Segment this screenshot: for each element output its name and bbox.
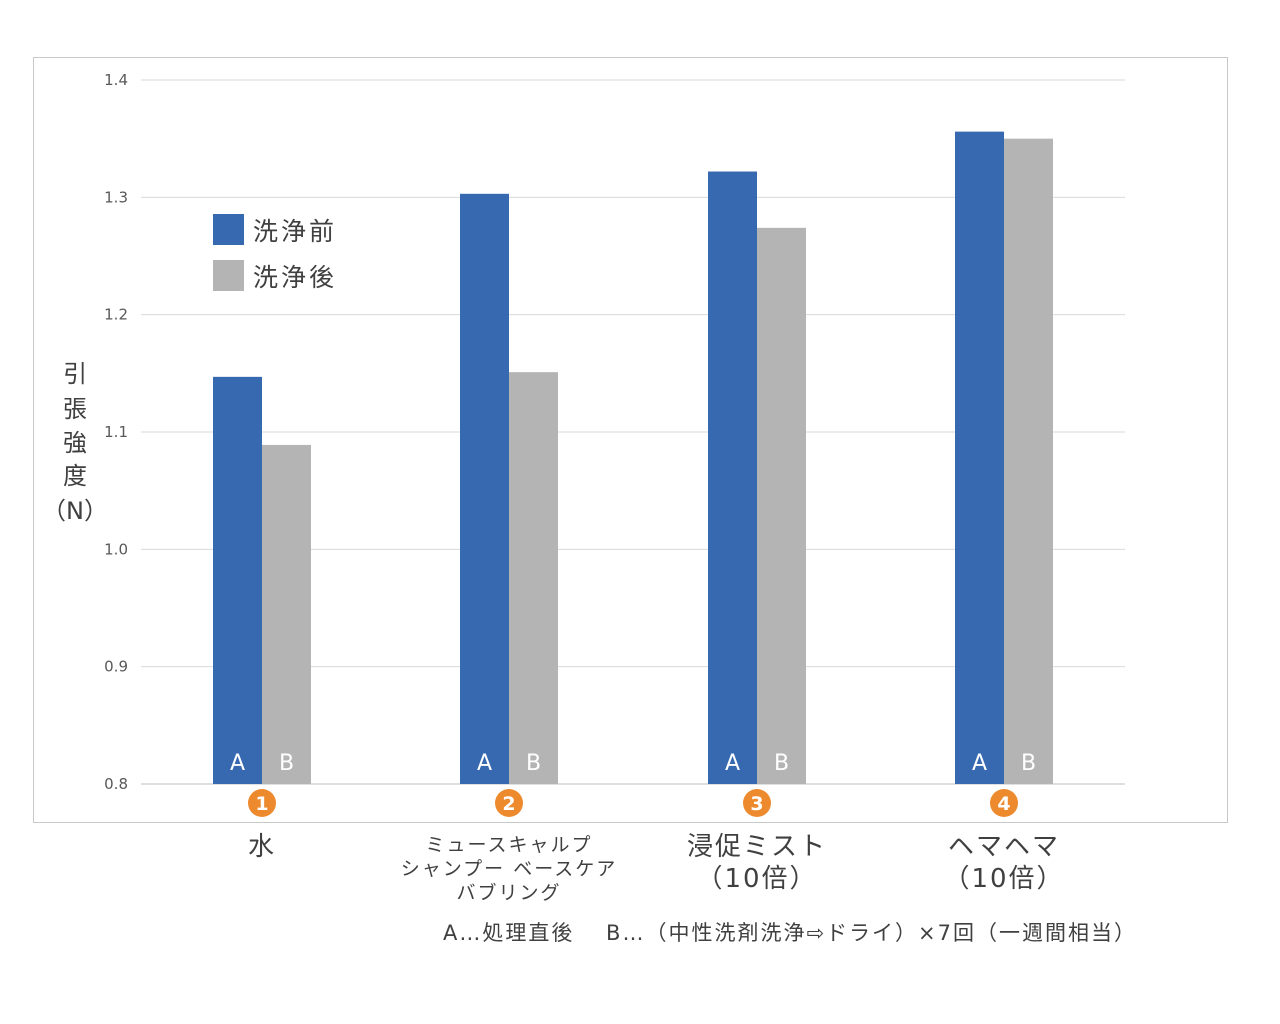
- category-badge-number: 1: [255, 793, 268, 815]
- bar-label: B: [526, 751, 541, 776]
- bar-after: [1004, 138, 1053, 784]
- category-label: ミュースキャルプ: [425, 834, 592, 856]
- footnote: A…処理直後 B…（中性洗剤洗浄⇨ドライ）×7回（一週間相当）: [443, 921, 1137, 945]
- category-badge-number: 4: [997, 793, 1010, 815]
- bar-label: A: [230, 751, 245, 776]
- category-label: （10倍）: [943, 864, 1064, 894]
- category-badge: [990, 789, 1018, 817]
- category-badge: [495, 789, 523, 817]
- category-badge-number: 2: [502, 793, 515, 815]
- bar-label: B: [774, 751, 789, 776]
- y-tick-label: 0.8: [104, 775, 128, 793]
- legend-label: 洗浄後: [253, 263, 337, 292]
- bar-after: [757, 227, 806, 785]
- legend-swatch: [213, 214, 244, 245]
- category-label: 水: [248, 832, 276, 862]
- category-badge: [743, 789, 771, 817]
- bar-after: [262, 444, 311, 784]
- y-axis-label: （N）: [42, 497, 108, 525]
- y-tick-label: 1.0: [104, 540, 128, 558]
- bar-before: [955, 131, 1004, 785]
- y-tick-label: 1.2: [104, 306, 128, 324]
- chart-frame: [33, 57, 1228, 823]
- bar-before: [213, 376, 262, 784]
- y-tick-label: 1.1: [104, 423, 128, 441]
- category-label: （10倍）: [696, 864, 817, 894]
- legend-label: 洗浄前: [253, 217, 337, 246]
- category-badge: [248, 789, 276, 817]
- y-tick-label: 1.3: [104, 188, 128, 206]
- bar-label: A: [477, 751, 492, 776]
- y-axis-label: 強: [63, 429, 87, 457]
- y-tick-label: 0.9: [104, 658, 128, 676]
- y-axis-label: 度: [63, 462, 87, 490]
- y-axis-label: 張: [63, 395, 87, 423]
- bar-label: A: [725, 751, 740, 776]
- bar-before: [460, 193, 509, 784]
- y-axis-label: 引: [63, 360, 87, 388]
- bar-after: [509, 372, 558, 784]
- category-label: 浸促ミスト: [687, 832, 827, 862]
- category-label: ヘマヘマ: [948, 832, 1060, 862]
- bar-label: B: [1021, 751, 1036, 776]
- category-label: バブリング: [456, 881, 561, 904]
- bar-label: A: [972, 751, 987, 776]
- y-tick-label: 1.4: [104, 71, 128, 89]
- bar-label: B: [279, 751, 294, 776]
- category-badge-number: 3: [750, 793, 763, 815]
- bar-before: [708, 171, 757, 784]
- legend-swatch: [213, 260, 244, 291]
- category-label: シャンプー ベースケア: [401, 858, 618, 880]
